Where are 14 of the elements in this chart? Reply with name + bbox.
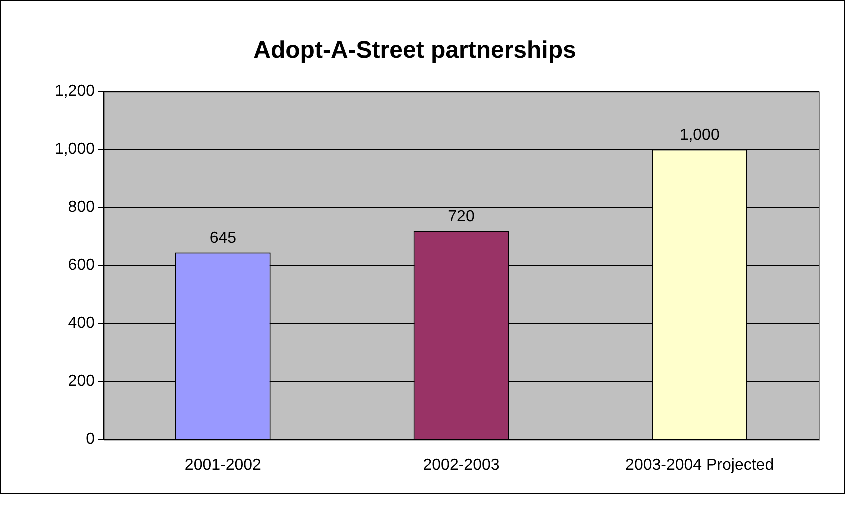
- data-label: 645: [210, 230, 237, 248]
- y-tick-label: 0: [86, 431, 96, 448]
- y-tick-label: 600: [68, 257, 96, 274]
- chart-title: Adopt-A-Street partnerships: [254, 37, 576, 64]
- data-label: 1,000: [680, 127, 720, 144]
- x-tick-label: 2002-2003: [423, 456, 500, 474]
- y-tick-label: 1,000: [54, 141, 96, 158]
- data-label: 720: [448, 208, 475, 226]
- y-tick-label: 400: [68, 315, 96, 332]
- x-tick-label: 2001-2002: [184, 456, 262, 474]
- x-tick-label: 2003-2004 Projected: [626, 456, 774, 474]
- y-tick-label: 200: [68, 373, 96, 390]
- y-tick-label: 800: [68, 199, 96, 216]
- y-tick-label: 1,200: [54, 83, 96, 100]
